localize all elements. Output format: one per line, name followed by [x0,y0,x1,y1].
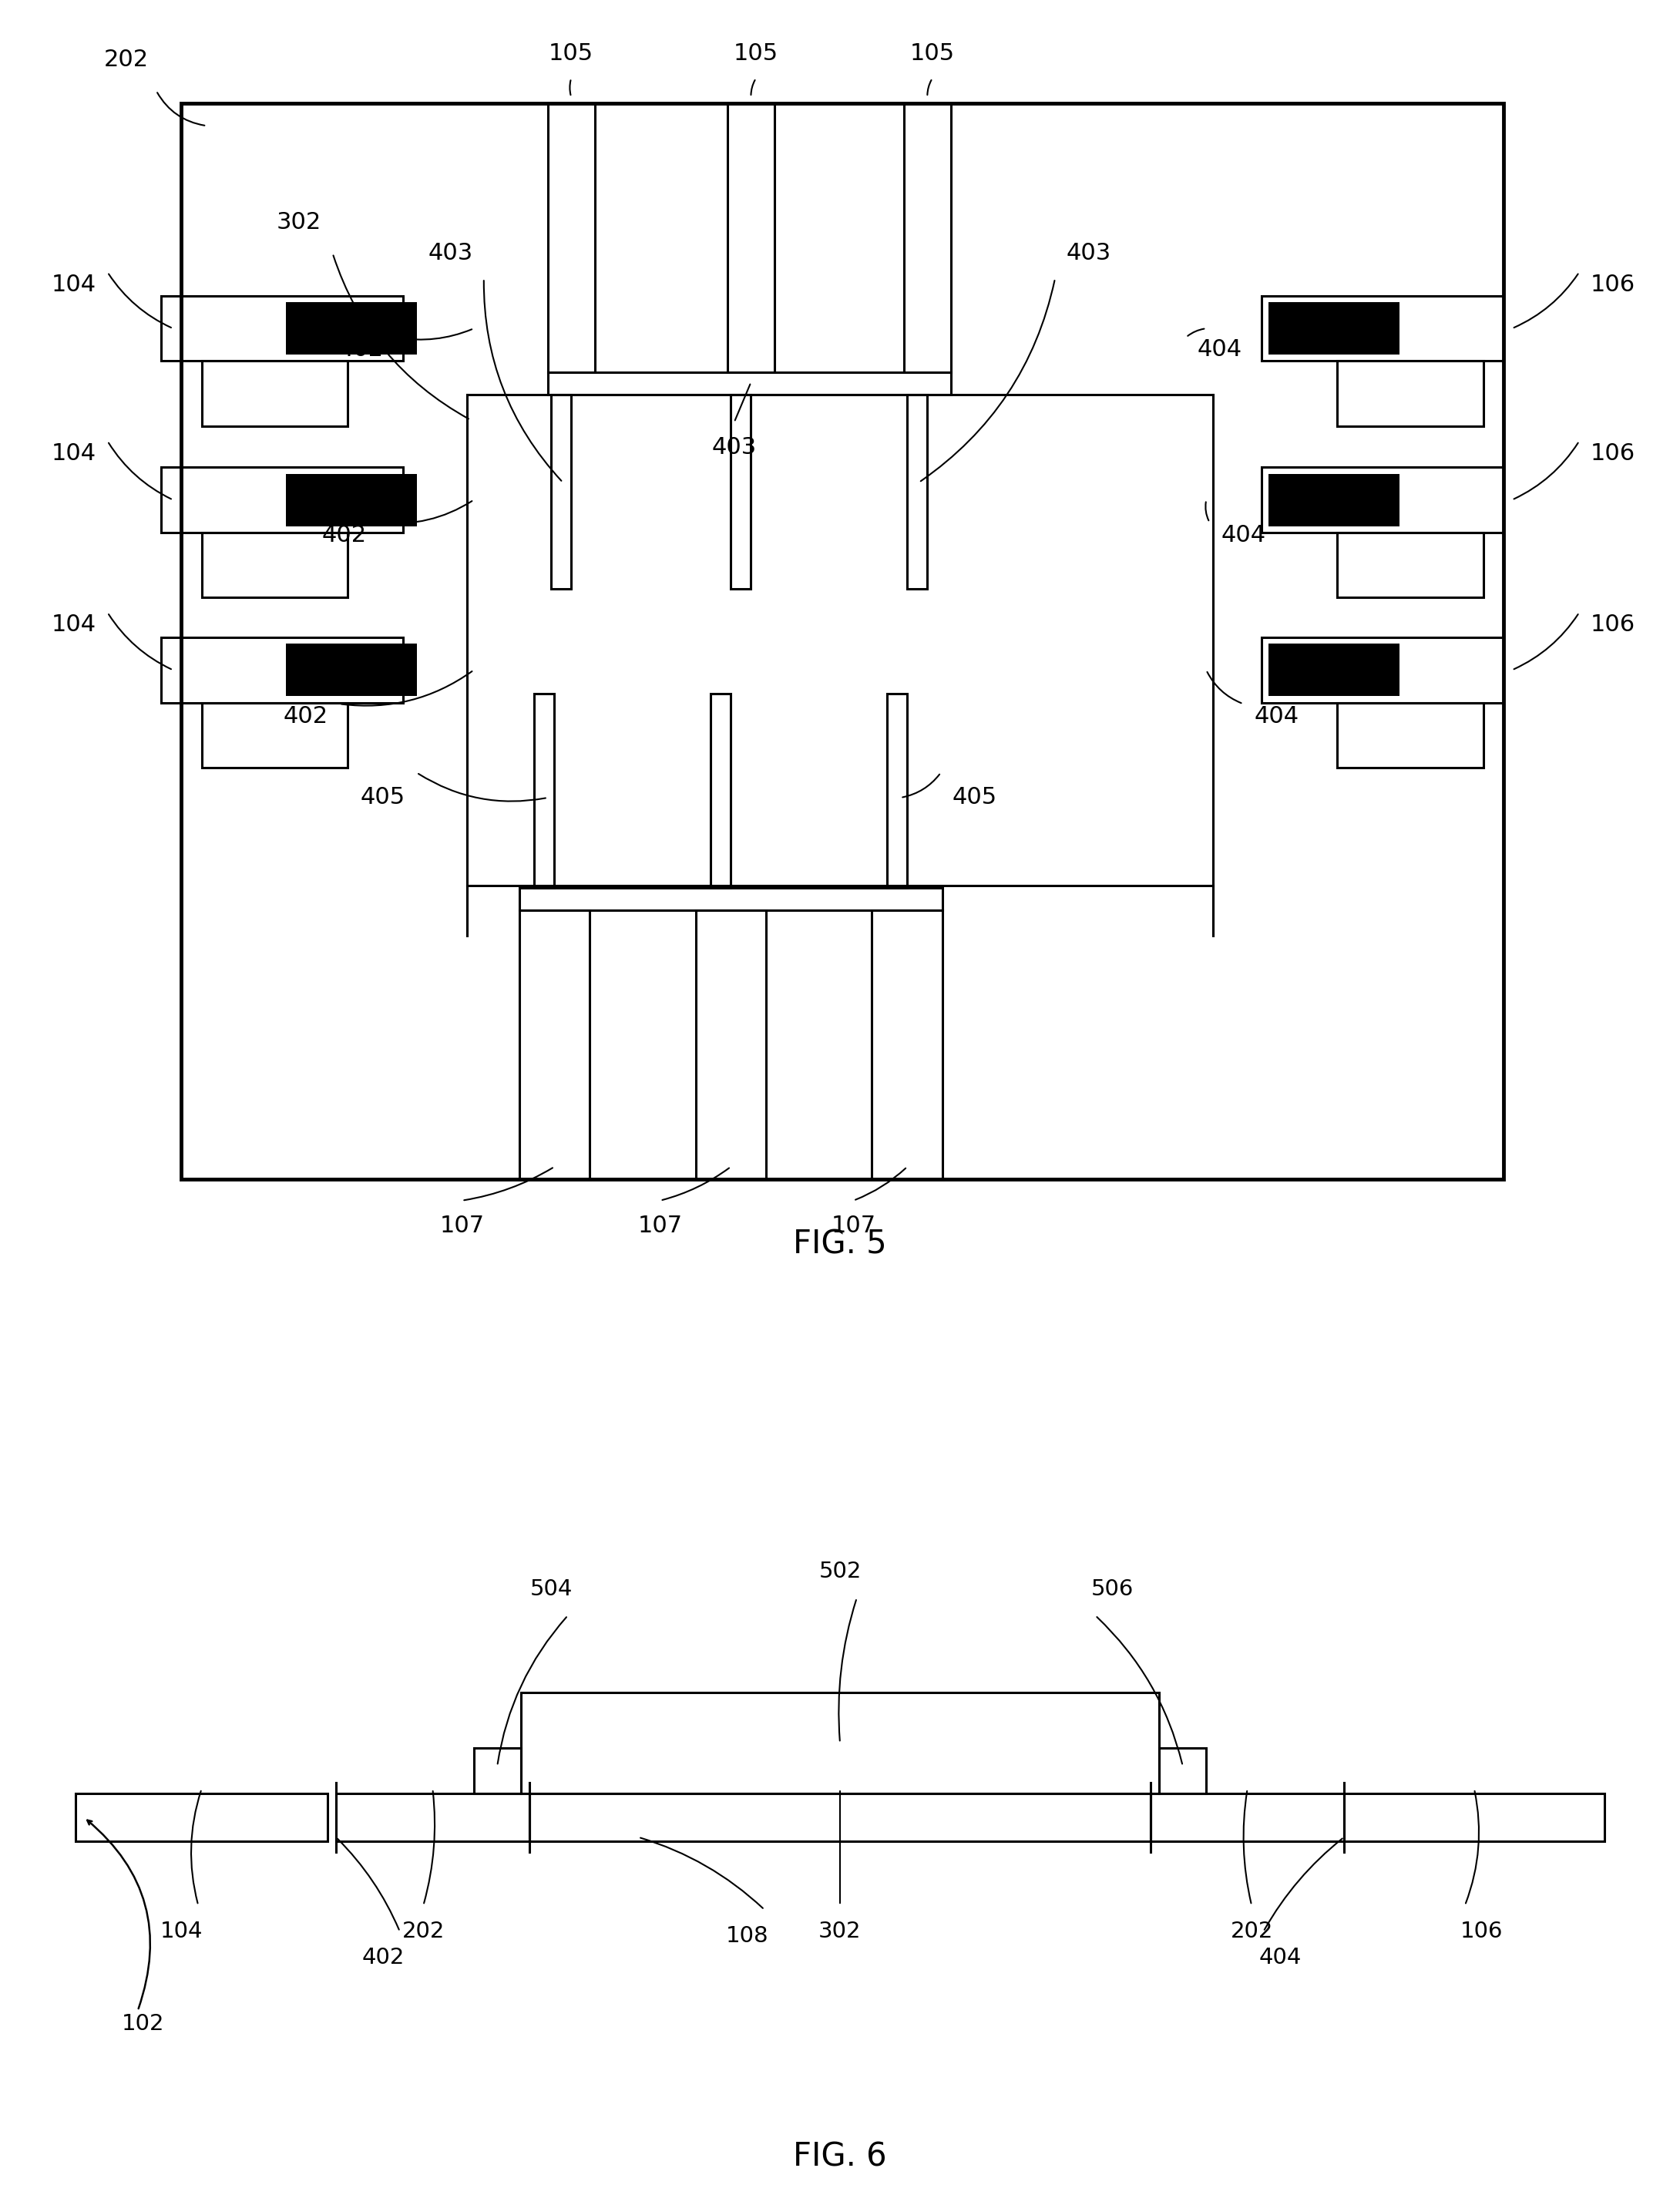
Text: 106: 106 [1591,615,1635,637]
Text: 504: 504 [529,1578,573,1600]
Bar [1268,669,1399,696]
Bar [286,500,417,527]
Bar [548,373,951,395]
Bar [907,395,927,588]
Bar [1344,1793,1604,1842]
Text: 404: 404 [1258,1947,1302,1969]
Text: FIG. 5: FIG. 5 [793,1229,887,1260]
Bar [696,911,766,1179]
Text: 402: 402 [323,525,366,547]
Text: 506: 506 [1090,1578,1134,1600]
Bar [474,1747,521,1793]
Bar [711,694,731,887]
Text: 107: 107 [440,1214,484,1236]
Bar [1268,500,1399,527]
Bar [1337,533,1483,597]
Text: 405: 405 [953,786,996,808]
Bar [161,637,403,702]
Bar [1262,468,1504,533]
Bar [1268,643,1399,669]
Bar [286,669,417,696]
Text: 502: 502 [818,1561,862,1583]
Bar [521,1692,1159,1793]
Bar [519,911,590,1179]
Text: 403: 403 [1067,241,1110,266]
Text: 106: 106 [1460,1921,1504,1943]
Text: 105: 105 [911,42,954,64]
Text: 105: 105 [549,42,593,64]
Bar [181,103,1504,1179]
Text: 202: 202 [1230,1921,1273,1943]
Bar [904,103,951,373]
Bar [161,296,403,360]
Bar [1262,296,1504,360]
Bar [286,643,417,669]
Bar [1337,360,1483,426]
Text: 403: 403 [428,241,472,266]
Bar [1337,702,1483,768]
Bar [336,1793,529,1842]
Text: 404: 404 [1255,705,1299,727]
Bar [529,1793,1151,1842]
Bar [727,103,774,373]
Bar [551,395,571,588]
Text: 107: 107 [638,1214,682,1236]
Bar [1268,329,1399,356]
Bar [76,1793,328,1842]
Bar [161,468,403,533]
Bar [286,329,417,356]
Text: 202: 202 [104,48,148,70]
Text: 102: 102 [121,2013,165,2035]
Text: 106: 106 [1591,443,1635,465]
Bar [1159,1747,1206,1793]
Bar [286,303,417,329]
Bar [534,694,554,887]
Text: 405: 405 [361,786,405,808]
Bar [286,474,417,500]
Bar [872,911,942,1179]
Text: 107: 107 [832,1214,875,1236]
Bar [887,694,907,887]
Text: 402: 402 [339,338,383,360]
Text: 104: 104 [52,274,96,296]
Text: 104: 104 [52,443,96,465]
Text: 404: 404 [1198,338,1242,360]
Text: 202: 202 [402,1921,445,1943]
Bar [731,395,751,588]
Bar [1151,1793,1344,1842]
Text: 302: 302 [277,211,321,233]
Bar [1262,637,1504,702]
Bar [548,103,595,373]
Text: 106: 106 [1591,274,1635,296]
Bar [202,360,348,426]
Text: 302: 302 [818,1921,862,1943]
Text: 108: 108 [726,1925,769,1947]
Text: 402: 402 [361,1947,405,1969]
Text: 104: 104 [52,615,96,637]
Bar [202,533,348,597]
Bar [1268,474,1399,500]
Text: 404: 404 [1221,525,1265,547]
Text: 403: 403 [712,437,756,459]
Text: 402: 402 [284,705,328,727]
Bar [519,887,942,911]
Bar [1268,303,1399,329]
Text: 104: 104 [160,1921,203,1943]
Bar [202,702,348,768]
Text: FIG. 6: FIG. 6 [793,2140,887,2173]
Text: 105: 105 [734,42,778,64]
